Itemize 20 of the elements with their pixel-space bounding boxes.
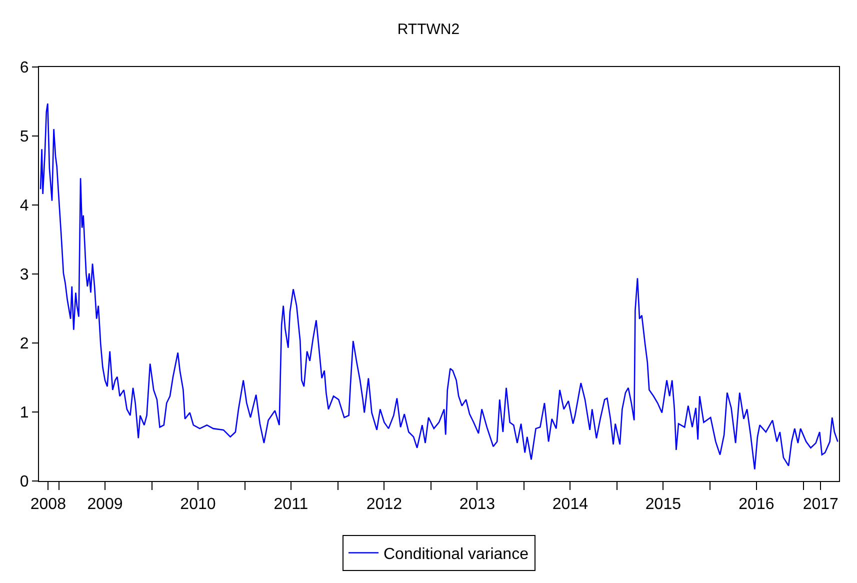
line-series <box>40 102 838 470</box>
legend-label: Conditional variance <box>384 546 529 563</box>
chart-title: RTTWN2 <box>397 20 460 38</box>
x-tick-label: 2010 <box>180 496 216 514</box>
y-tick-label: 3 <box>20 266 29 284</box>
y-tick-label: 4 <box>20 198 29 215</box>
y-tick-label: 2 <box>20 336 29 353</box>
x-tick-label: 2009 <box>87 496 123 514</box>
y-tick-label: 1 <box>20 404 29 422</box>
y-tick-label: 5 <box>20 128 29 146</box>
y-tick-label: 6 <box>20 60 29 77</box>
y-tick-label: 0 <box>20 474 29 491</box>
x-tick-label: 2011 <box>274 496 308 514</box>
x-tick-label: 2016 <box>738 496 774 514</box>
x-tick-label: 2017 <box>802 496 839 514</box>
x-tick-label: 2014 <box>552 496 588 514</box>
x-tick-label: 2012 <box>366 496 402 514</box>
x-tick-label: 2008 <box>30 496 66 514</box>
x-tick-label: 2013 <box>459 496 496 514</box>
x-tick-label: 2015 <box>645 496 682 514</box>
